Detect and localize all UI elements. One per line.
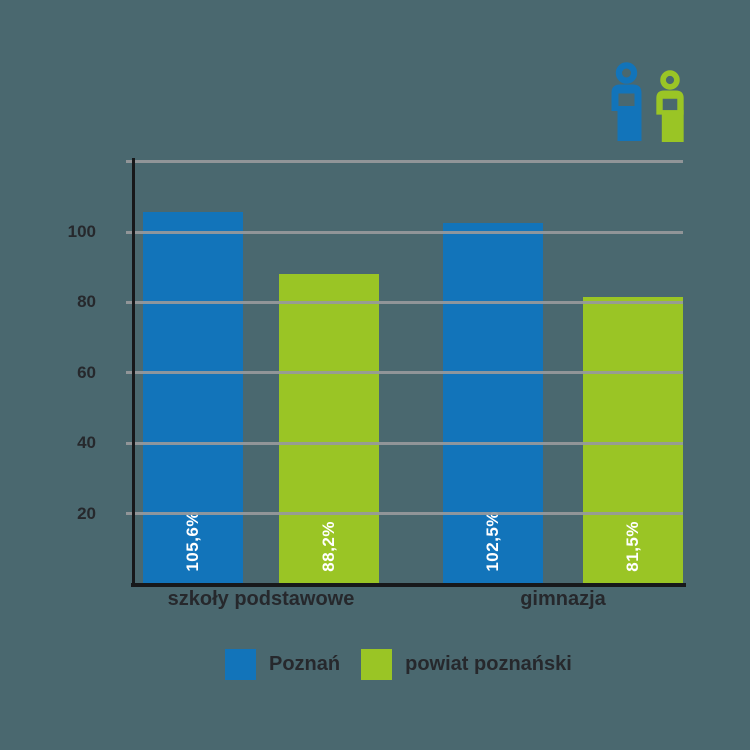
gridline-40 <box>126 441 683 445</box>
person-shoulders <box>611 84 642 111</box>
y-tick-label-100: 100 <box>67 222 96 241</box>
bar-value-label-wrap: 105,6% <box>143 511 243 572</box>
chart-legend: Poznań powiat poznański <box>225 649 572 680</box>
person-body <box>617 106 642 141</box>
person-icon-green <box>656 70 684 142</box>
gridline-60 <box>126 371 683 375</box>
bar-poznan-gimnazja: 102,5% <box>443 223 543 584</box>
bar-value-label-wrap: 102,5% <box>443 511 543 572</box>
bar-value-label-wrap: 81,5% <box>583 521 683 572</box>
gridline-80 <box>126 300 683 304</box>
category-label-gimnazja: gimnazja <box>520 588 606 610</box>
bar-value-label: 105,6% <box>183 511 202 572</box>
person-shoulders <box>656 90 684 115</box>
bar-poznan-szkoly: 105,6% <box>143 212 243 584</box>
bar-powiat-szkoly: 88,2% <box>279 274 379 584</box>
person-head <box>660 70 680 90</box>
bar-value-label-wrap: 88,2% <box>279 521 379 572</box>
bar-value-label: 88,2% <box>319 521 338 572</box>
y-tick-label-80: 80 <box>77 292 96 312</box>
legend-swatch-poznan <box>225 649 256 680</box>
person-head <box>615 62 638 84</box>
y-axis-line <box>132 158 135 587</box>
gridline-120 <box>126 160 683 164</box>
gridline-100 <box>126 230 683 234</box>
category-label-szkoly-podstawowe: szkoły podstawowe <box>167 588 355 610</box>
x-axis-line <box>131 583 686 587</box>
bar-value-label: 81,5% <box>623 521 642 572</box>
y-tick-label-40: 40 <box>77 433 96 453</box>
legend-label-poznan: Poznań <box>269 653 341 675</box>
y-tick-label-60: 60 <box>77 362 96 382</box>
gridline-20 <box>126 512 683 516</box>
legend-swatch-powiat-poznanski <box>361 649 393 680</box>
y-tick-label-20: 20 <box>77 503 96 523</box>
bar-powiat-gimnazja: 81,5% <box>583 297 683 584</box>
bar-value-label: 102,5% <box>483 511 502 572</box>
person-icon-blue <box>611 62 642 141</box>
person-body <box>661 110 684 142</box>
legend-label-powiat-poznanski: powiat poznański <box>405 653 572 675</box>
